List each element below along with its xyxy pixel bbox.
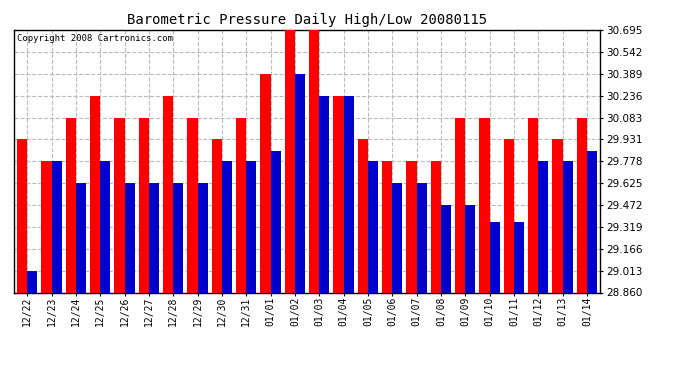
Bar bbox=[285, 30, 295, 292]
Bar bbox=[480, 117, 490, 292]
Bar bbox=[392, 183, 402, 292]
Bar bbox=[417, 183, 427, 292]
Bar bbox=[187, 117, 197, 292]
Bar bbox=[260, 74, 270, 292]
Bar bbox=[504, 139, 514, 292]
Bar bbox=[100, 161, 110, 292]
Bar bbox=[115, 117, 124, 292]
Bar bbox=[76, 183, 86, 292]
Bar bbox=[562, 161, 573, 292]
Bar bbox=[368, 161, 378, 292]
Bar bbox=[27, 271, 37, 292]
Bar bbox=[455, 117, 465, 292]
Bar bbox=[333, 96, 344, 292]
Bar bbox=[149, 183, 159, 292]
Bar bbox=[212, 139, 222, 292]
Bar bbox=[90, 96, 100, 292]
Bar bbox=[382, 161, 392, 292]
Bar bbox=[528, 117, 538, 292]
Bar bbox=[52, 161, 61, 292]
Bar bbox=[295, 74, 305, 292]
Bar bbox=[465, 205, 475, 292]
Bar bbox=[270, 151, 281, 292]
Bar bbox=[344, 96, 354, 292]
Bar bbox=[222, 161, 232, 292]
Bar bbox=[577, 117, 587, 292]
Bar bbox=[553, 139, 562, 292]
Bar bbox=[441, 205, 451, 292]
Bar bbox=[319, 96, 329, 292]
Bar bbox=[197, 183, 208, 292]
Bar bbox=[357, 139, 368, 292]
Bar bbox=[587, 151, 597, 292]
Bar bbox=[173, 183, 184, 292]
Bar bbox=[490, 222, 500, 292]
Title: Barometric Pressure Daily High/Low 20080115: Barometric Pressure Daily High/Low 20080… bbox=[127, 13, 487, 27]
Bar bbox=[124, 183, 135, 292]
Bar bbox=[236, 117, 246, 292]
Bar bbox=[406, 161, 417, 292]
Bar bbox=[246, 161, 257, 292]
Bar bbox=[538, 161, 549, 292]
Bar bbox=[66, 117, 76, 292]
Text: Copyright 2008 Cartronics.com: Copyright 2008 Cartronics.com bbox=[17, 34, 172, 43]
Bar bbox=[41, 161, 52, 292]
Bar bbox=[309, 30, 319, 292]
Bar bbox=[514, 222, 524, 292]
Bar bbox=[431, 161, 441, 292]
Bar bbox=[163, 96, 173, 292]
Bar bbox=[17, 139, 27, 292]
Bar bbox=[139, 117, 149, 292]
